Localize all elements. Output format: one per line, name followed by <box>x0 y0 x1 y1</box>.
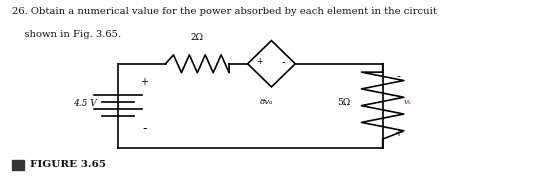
Text: FIGURE 3.65: FIGURE 3.65 <box>30 160 106 169</box>
Text: -: - <box>282 57 285 67</box>
Text: 4.5 V: 4.5 V <box>73 99 97 108</box>
Text: 2Ω: 2Ω <box>191 33 204 42</box>
Polygon shape <box>12 160 23 170</box>
Text: 26. Obtain a numerical value for the power absorbed by each element in the circu: 26. Obtain a numerical value for the pow… <box>12 7 437 16</box>
Text: +: + <box>256 58 263 66</box>
Text: vₓ: vₓ <box>404 98 412 106</box>
Text: -: - <box>142 122 146 135</box>
Text: 8vₐ: 8vₐ <box>259 98 273 106</box>
Text: +: + <box>140 77 149 87</box>
Text: 5Ω: 5Ω <box>338 98 351 107</box>
Text: +: + <box>394 128 403 138</box>
Text: shown in Fig. 3.65.: shown in Fig. 3.65. <box>12 30 121 39</box>
Text: -: - <box>397 71 400 81</box>
